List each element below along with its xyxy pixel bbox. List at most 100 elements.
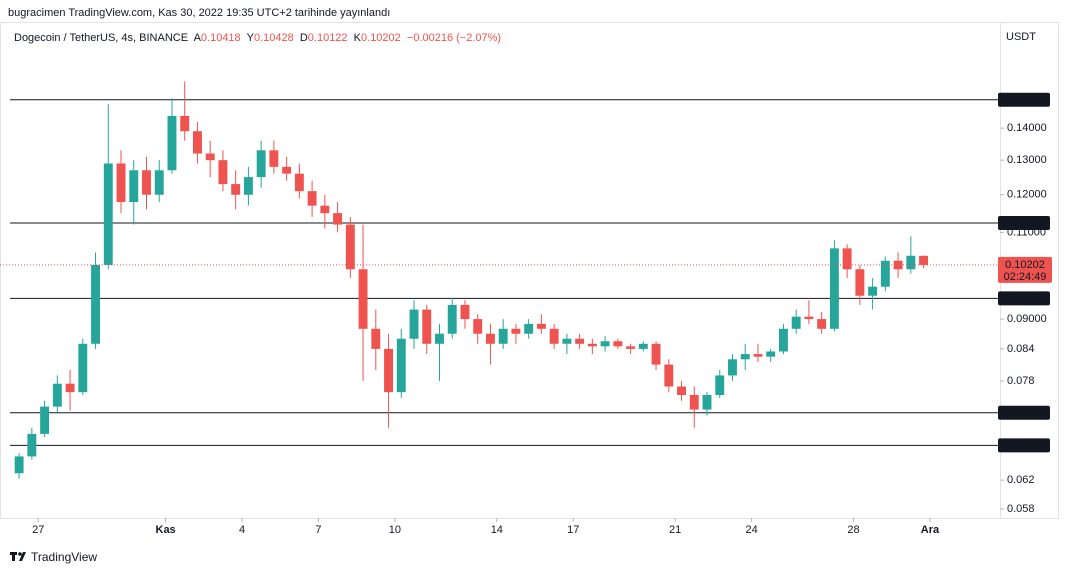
y-tick-label: 0.062	[1007, 474, 1035, 486]
candle-body	[167, 115, 177, 171]
candle-body	[320, 205, 330, 214]
last-price-box	[998, 256, 1052, 283]
candle-body	[396, 338, 406, 393]
y-tick-label: 0.12000	[1007, 189, 1047, 201]
x-tick-label: 28	[847, 524, 859, 536]
brand: TradingView	[31, 550, 97, 564]
candle-body	[473, 319, 483, 334]
candle-body	[384, 348, 393, 393]
candle-body	[78, 343, 88, 393]
candle-body	[829, 248, 839, 329]
candle-body	[358, 269, 368, 329]
candle-body	[269, 150, 279, 167]
last-price-label: 0.10202	[1005, 259, 1045, 271]
x-tick-label: 14	[491, 524, 503, 536]
candle-body	[192, 131, 202, 154]
candle-body	[689, 395, 699, 410]
level-label-box	[998, 92, 1050, 107]
candle-body	[218, 160, 228, 185]
legend-change: −0.00216 (−2.07%)	[406, 32, 502, 44]
legend-value: 0.10428	[253, 32, 294, 44]
candle-body	[409, 309, 419, 339]
y-tick-label: 0.084	[1007, 343, 1035, 355]
candle-body	[587, 343, 597, 347]
candle-body	[524, 323, 534, 334]
level-label: 0.07247	[1004, 407, 1044, 419]
candle-body	[575, 338, 585, 344]
candle-body	[728, 359, 737, 376]
candle-body	[549, 328, 559, 344]
candle-body	[626, 346, 636, 349]
x-tick-label: Kas	[156, 524, 176, 536]
symbol: Dogecoin / TetherUS, 4s, BINANCE	[14, 32, 189, 44]
candle-body	[65, 383, 75, 393]
legend-key: K	[353, 32, 362, 44]
y-tick-label: 0.078	[1007, 375, 1035, 387]
candle-body	[880, 260, 890, 287]
candle-body	[14, 456, 24, 474]
x-tick-label: Ara	[921, 524, 940, 536]
candle-body	[282, 166, 292, 174]
candle-body	[40, 406, 50, 434]
candle-body	[256, 150, 266, 178]
logo	[10, 552, 26, 561]
y-tick-label: 0.058	[1007, 503, 1035, 515]
candle-body	[651, 343, 661, 365]
legend-key: A	[193, 32, 201, 44]
level-label-box	[998, 215, 1050, 230]
y-tick-label: 0.09000	[1007, 313, 1047, 325]
candle-body	[333, 213, 343, 225]
candle-body	[52, 383, 62, 407]
y-tick-label: 0.13000	[1007, 154, 1047, 166]
candle-body	[613, 341, 623, 347]
candle-body	[231, 184, 241, 195]
candle-body	[562, 338, 572, 344]
candle-body	[460, 304, 470, 320]
attribution: bugracimen TradingView.com, Kas 30, 2022…	[8, 7, 391, 19]
x-tick-label: 24	[745, 524, 757, 536]
level-label-box	[998, 405, 1050, 420]
x-tick-label: 4	[239, 524, 245, 536]
candle-body	[893, 260, 903, 270]
level-label-box	[998, 438, 1050, 453]
candle-body	[307, 191, 317, 206]
level-label: 0.06720	[1004, 439, 1044, 451]
candle-body	[91, 264, 100, 344]
candle-body	[345, 224, 355, 270]
candle-body	[638, 343, 648, 349]
level-label-box	[998, 291, 1050, 306]
x-tick-label: 27	[32, 524, 44, 536]
candle-body	[129, 170, 139, 203]
candle-body	[715, 375, 725, 396]
candle-body	[804, 316, 814, 320]
legend-key: D	[299, 32, 308, 44]
candle-body	[919, 255, 929, 265]
candle-body	[435, 333, 444, 344]
x-tick-label: 10	[389, 524, 401, 536]
level-label: 0.11242	[1004, 217, 1043, 229]
chart-frame	[0, 22, 1059, 519]
candle-body	[842, 248, 852, 270]
candle-body	[154, 170, 164, 195]
candle-body	[422, 309, 432, 344]
candle-body	[536, 323, 546, 329]
candle-body	[600, 341, 610, 347]
candle-body	[791, 316, 801, 329]
candle-body	[498, 328, 508, 344]
candle-body	[447, 304, 457, 334]
candle-body	[677, 386, 686, 396]
candle-body	[205, 153, 215, 161]
legend-value: 0.10122	[307, 32, 348, 44]
candle-body	[511, 328, 521, 334]
x-tick-label: 7	[315, 524, 321, 536]
candle-body	[778, 328, 788, 352]
candle-body	[294, 173, 304, 192]
candle-body	[702, 395, 712, 410]
candle-body	[27, 433, 37, 457]
y-axis-label: USDT	[1006, 31, 1036, 43]
candle-body	[180, 115, 190, 132]
candle-body	[243, 177, 253, 195]
candle-body	[906, 255, 916, 270]
candle-body	[103, 163, 113, 265]
